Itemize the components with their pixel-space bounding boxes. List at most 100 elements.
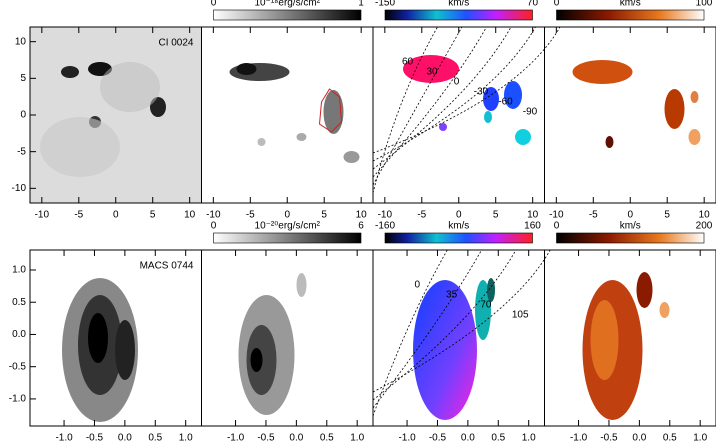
contour-label: 0: [454, 77, 460, 88]
contour-label: 70: [480, 300, 492, 311]
image-region: [605, 136, 614, 148]
colorbar-max: 70: [527, 0, 539, 9]
panel: -1.0 -0.5 0.0 0.5 1.0 0 6 10⁻²⁰erg/s/cm²: [201, 221, 374, 441]
colorbar-min: 0: [211, 0, 217, 9]
image-region: [664, 89, 685, 129]
x-tick-label: 1.0: [522, 433, 536, 441]
image-region: [688, 129, 701, 145]
x-tick-label: -0.5: [257, 433, 275, 441]
colorbar-label: km/s: [448, 221, 469, 232]
image-region: [475, 280, 491, 340]
x-tick-label: -0.5: [600, 433, 618, 441]
colorbar: [384, 9, 533, 21]
image-region: [61, 66, 79, 78]
colorbar: [556, 232, 705, 244]
x-tick-label: 0.0: [632, 433, 646, 441]
image-region: [115, 320, 135, 380]
x-tick-label: -5: [417, 210, 426, 221]
image-region: [487, 278, 495, 302]
contour-line: [372, 249, 517, 401]
x-tick-label: 0: [627, 210, 633, 221]
colorbar-label: 10⁻²⁰erg/s/cm²: [255, 221, 321, 232]
y-tick-label: 1.0: [12, 265, 26, 276]
x-tick-label: 5: [664, 210, 670, 221]
x-tick-label: -10: [549, 210, 564, 221]
x-tick-label: 0.5: [663, 433, 677, 441]
contour-line: [372, 26, 487, 178]
contour-line: [372, 249, 551, 393]
region-contour: [318, 88, 343, 133]
x-tick-label: -5: [589, 210, 598, 221]
x-tick-label: -1.0: [55, 433, 73, 441]
x-tick-label: 0.5: [148, 433, 162, 441]
contour-line: [372, 26, 561, 154]
colorbar-label: 10⁻¹⁸erg/s/cm²: [254, 0, 320, 9]
image-region: [572, 60, 633, 84]
image-region: [40, 117, 120, 177]
contour-label: -90: [523, 107, 538, 118]
contour-label: 30: [426, 67, 438, 78]
y-tick-label: -5: [17, 146, 26, 157]
contour-line: [372, 26, 438, 194]
x-tick-label: 0: [113, 210, 119, 221]
x-tick-label: 0.5: [320, 433, 334, 441]
image-region: [515, 129, 531, 145]
x-tick-label: 10: [527, 210, 539, 221]
colorbar-label: km/s: [620, 221, 641, 232]
colorbar-max: 160: [524, 221, 541, 232]
y-tick-label: -1.0: [9, 394, 27, 405]
colorbar-min: 0: [554, 0, 560, 9]
x-tick-label: -10: [378, 210, 393, 221]
image-region: [439, 123, 447, 131]
colorbar: [384, 232, 533, 244]
x-tick-label: 0: [456, 210, 462, 221]
x-tick-label: -5: [74, 210, 83, 221]
panel: -10 -5 0 5 10 0 1 10⁻¹⁸erg/s/cm²: [201, 0, 374, 221]
x-tick-label: 0.0: [118, 433, 132, 441]
colorbar: [556, 9, 705, 21]
x-tick-label: 10: [356, 210, 368, 221]
y-tick-label: 0.5: [12, 297, 26, 308]
image-region: [343, 151, 360, 163]
y-tick-label: 0.0: [12, 329, 26, 340]
x-tick-label: -10: [206, 210, 221, 221]
colorbar-min: -150: [375, 0, 395, 9]
image-background: [30, 27, 202, 203]
x-tick-label: 0.0: [289, 433, 303, 441]
image-region: [659, 302, 670, 318]
x-tick-label: -1.0: [227, 433, 245, 441]
x-tick-label: -5: [246, 210, 255, 221]
contour-label: 0: [415, 280, 421, 291]
colorbar: [213, 9, 362, 21]
colorbar-min: 0: [554, 221, 560, 232]
colorbar-max: 1: [358, 0, 364, 9]
contour-line: [372, 249, 448, 417]
x-tick-label: 5: [150, 210, 156, 221]
image-region: [88, 313, 108, 363]
x-tick-label: 1.0: [350, 433, 364, 441]
x-tick-label: 10: [699, 210, 711, 221]
image-region: [590, 300, 619, 380]
y-tick-label: 0: [20, 110, 26, 121]
contour-line: [372, 26, 512, 170]
x-tick-label: 5: [321, 210, 327, 221]
panel-frame: [544, 26, 716, 204]
colorbar-label: km/s: [448, 0, 469, 9]
y-tick-label: 5: [20, 73, 26, 84]
panel: 0 35 70 105 -1.0 -0.5 0.0 0.5 1.0 -160 160 km/s: [372, 221, 551, 441]
panel-frame: [544, 249, 716, 427]
x-tick-label: 0: [284, 210, 290, 221]
contour-label: -30: [474, 87, 489, 98]
x-tick-label: -1.0: [398, 433, 416, 441]
panel-title: MACS 0744: [140, 261, 194, 272]
x-tick-label: 0.0: [461, 433, 475, 441]
colorbar: [213, 232, 362, 244]
image-region: [413, 280, 477, 420]
contour-label: -60: [498, 97, 513, 108]
colorbar-max: 100: [696, 0, 713, 9]
contour-line: [372, 26, 463, 186]
panel-title: CI 0024: [158, 38, 193, 49]
colorbar-max: 6: [358, 221, 364, 232]
